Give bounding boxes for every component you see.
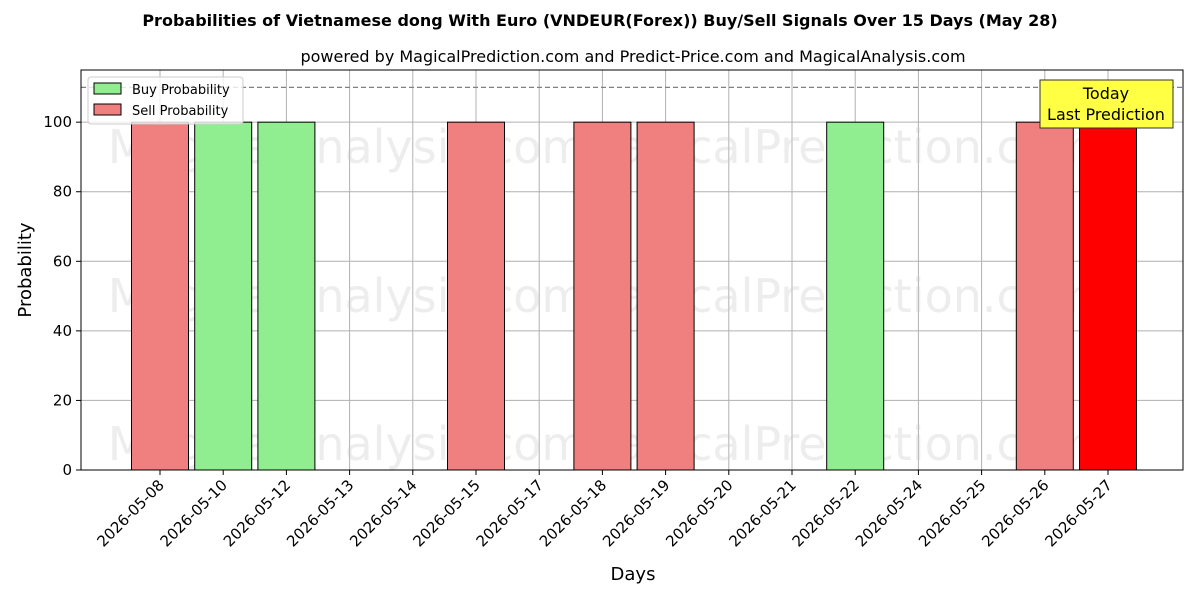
sell-bar-2026-05-26 <box>1015 121 1074 471</box>
x-tick-label: 2026-05-22 <box>789 476 863 550</box>
plot-frame <box>80 69 1184 471</box>
sell-bar-2026-05-15 <box>447 121 505 471</box>
y-tick-label: 100 <box>43 113 72 131</box>
x-tick-label: 2026-05-15 <box>409 476 483 550</box>
y-tick-label: 40 <box>53 322 72 340</box>
legend-label-buy: Buy Probability <box>132 83 230 98</box>
annotation-line-2: Last Prediction <box>1047 105 1165 124</box>
x-tick-label: 2026-05-13 <box>283 476 357 550</box>
legend-swatch-sell <box>93 103 122 116</box>
today-annotation: Today Last Prediction <box>1039 79 1174 129</box>
chart-subtitle: powered by MagicalPrediction.com and Pre… <box>300 47 965 66</box>
x-tick-label: 2026-05-12 <box>220 476 294 550</box>
annotation-line-1: Today <box>1082 84 1129 103</box>
buy-bar-2026-05-10 <box>194 121 253 471</box>
x-tick-label: 2026-05-10 <box>157 476 231 550</box>
x-axis-label: Days <box>611 564 656 585</box>
x-tick-label: 2026-05-17 <box>473 476 547 550</box>
y-axis: 0 20 40 60 80 100 <box>43 113 81 479</box>
buy-bar-2026-05-12 <box>257 121 316 471</box>
x-tick-label: 2026-05-20 <box>662 476 736 550</box>
x-tick-label: 2026-05-21 <box>725 476 799 550</box>
y-tick-label: 80 <box>53 183 72 201</box>
sell-bar-2026-05-27 <box>1079 121 1137 471</box>
x-tick-label: 2026-05-14 <box>346 476 420 550</box>
x-tick-label: 2026-05-08 <box>93 476 167 550</box>
x-tick-label: 2026-05-19 <box>599 476 673 550</box>
x-tick-label: 2026-05-26 <box>978 476 1052 550</box>
sell-bar-2026-05-08 <box>131 121 189 471</box>
y-tick-label: 0 <box>62 461 72 479</box>
chart-title: Probabilities of Vietnamese dong With Eu… <box>142 11 1057 30</box>
x-axis: 2026-05-082026-05-102026-05-122026-05-13… <box>93 470 1116 550</box>
y-tick-label: 60 <box>53 252 72 270</box>
x-tick-label: 2026-05-25 <box>915 476 989 550</box>
annotation-box <box>1039 79 1174 129</box>
legend-swatch-buy <box>93 82 122 95</box>
x-tick-label: 2026-05-18 <box>536 476 610 550</box>
sell-bar-2026-05-18 <box>573 121 632 471</box>
legend-box <box>87 76 244 125</box>
sell-bar-2026-05-19 <box>636 121 695 471</box>
y-axis-label: Probability <box>15 222 36 317</box>
x-tick-label: 2026-05-27 <box>1041 476 1115 550</box>
y-tick-label: 20 <box>53 391 72 409</box>
legend-label-sell: Sell Probability <box>132 104 229 119</box>
x-tick-label: 2026-05-24 <box>852 476 926 550</box>
buy-bar-2026-05-22 <box>826 121 885 471</box>
legend: Buy Probability Sell Probability <box>87 76 244 125</box>
